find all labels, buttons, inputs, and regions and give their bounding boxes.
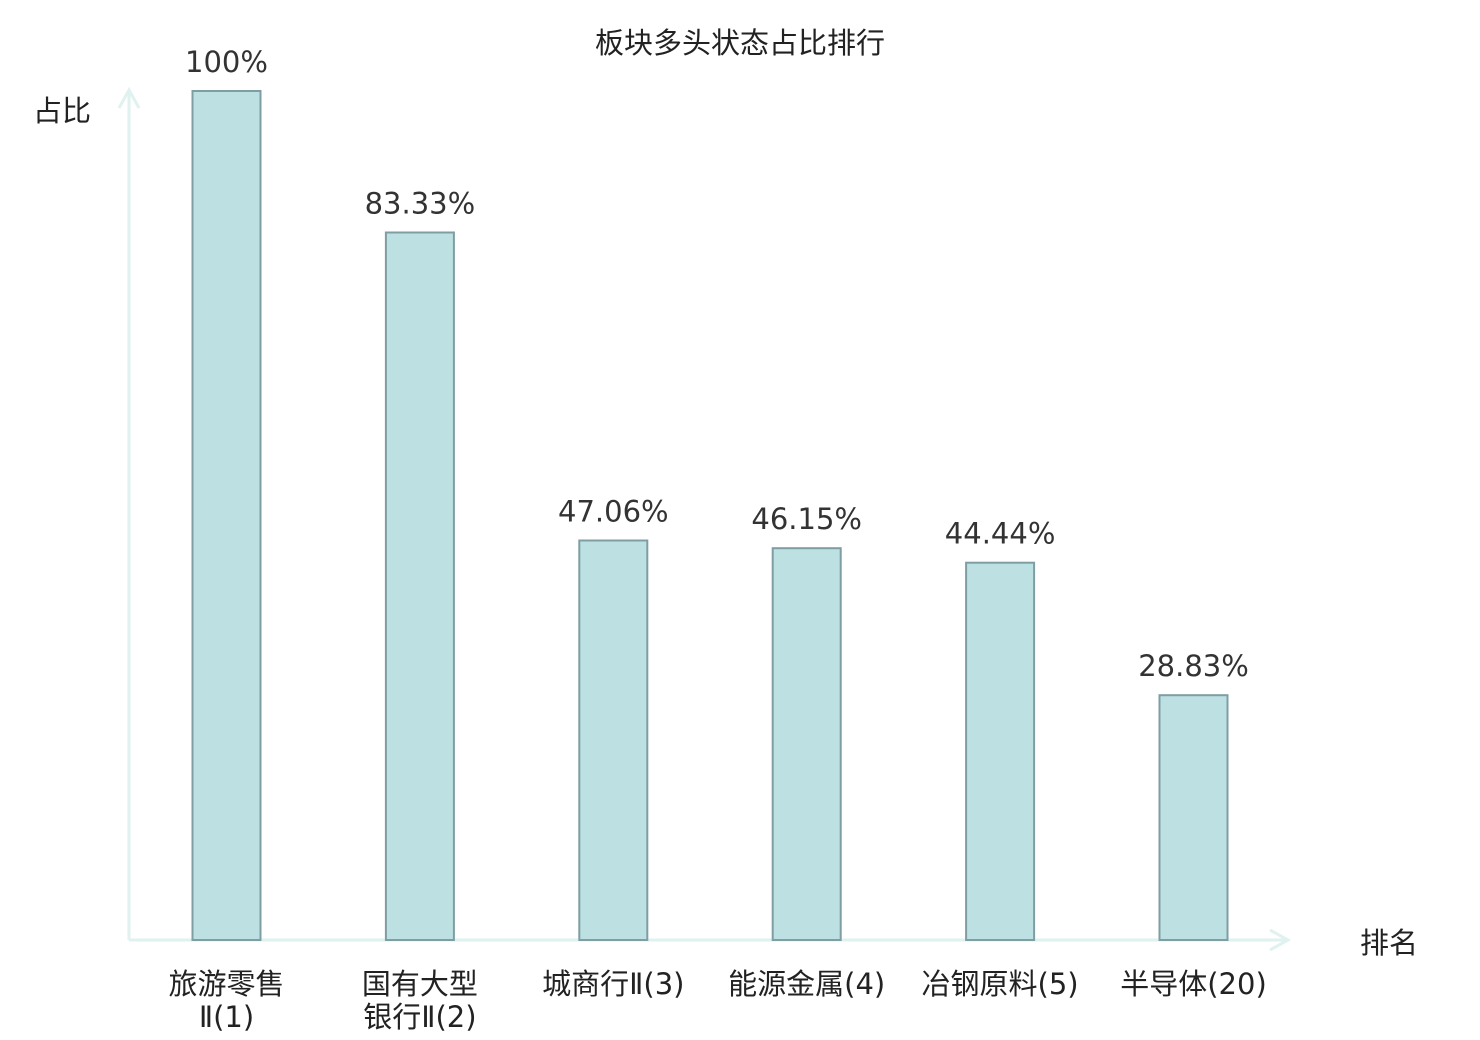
value-label-5: 44.44% <box>945 517 1056 551</box>
value-label-4: 46.15% <box>751 502 862 536</box>
bar-2 <box>384 231 455 941</box>
bar-6 <box>1158 694 1229 942</box>
x-tick-label-2-line-2: 银行Ⅱ(2) <box>363 1000 476 1034</box>
value-labels-group: 100% 83.33% 47.06% 46.15% 44.44% 28.83% <box>185 45 1249 683</box>
chart-title: 板块多头状态占比排行 <box>595 26 885 60</box>
x-tick-label-1-line-2: Ⅱ(1) <box>199 1000 254 1034</box>
bar-5 <box>965 561 1036 941</box>
x-axis <box>129 928 1292 952</box>
value-label-6: 28.83% <box>1138 649 1249 683</box>
bar-3 <box>578 539 649 941</box>
x-tick-label-1-line-1: 旅游零售 <box>168 967 284 1001</box>
x-tick-label-3: 城商行Ⅱ(3) <box>542 967 684 1001</box>
x-tick-label-6: 半导体(20) <box>1120 967 1267 1001</box>
value-label-1: 100% <box>185 45 268 79</box>
value-label-3: 47.06% <box>558 495 669 529</box>
y-axis-label: 占比 <box>33 94 91 128</box>
value-label-2: 83.33% <box>365 187 476 221</box>
x-tick-label-2-line-1: 国有大型 <box>362 967 478 1001</box>
x-tick-label-5: 冶钢原料(5) <box>922 967 1079 1001</box>
bar-1 <box>191 90 262 941</box>
x-axis-label: 排名 <box>1360 926 1418 960</box>
bar-4 <box>771 547 842 941</box>
x-tick-label-4: 能源金属(4) <box>728 967 885 1001</box>
y-axis <box>117 86 141 940</box>
bars-group <box>191 90 1229 942</box>
